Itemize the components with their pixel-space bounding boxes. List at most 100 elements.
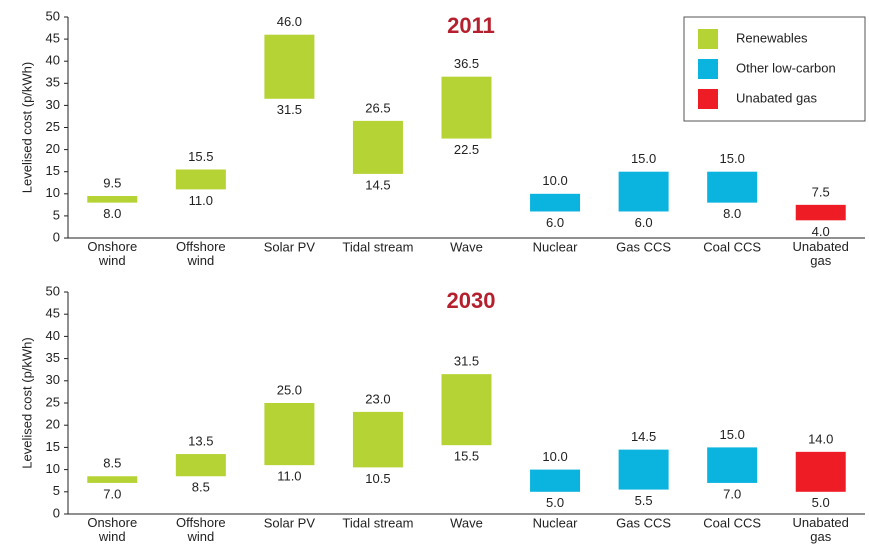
bar bbox=[175, 454, 226, 477]
legend-label: Other low-carbon bbox=[736, 60, 836, 75]
bar bbox=[707, 447, 758, 483]
low-label: 7.0 bbox=[103, 486, 121, 501]
high-label: 14.5 bbox=[631, 429, 656, 444]
y-tick-label: 5 bbox=[53, 207, 60, 222]
x-tick-label: Onshore wind bbox=[87, 515, 137, 544]
y-axis-label: Levelised cost (p/kWh) bbox=[19, 62, 34, 194]
y-tick-label: 0 bbox=[53, 229, 60, 244]
y-tick-label: 30 bbox=[46, 372, 60, 387]
y-tick-label: 20 bbox=[46, 417, 60, 432]
chart-title: 2011 bbox=[447, 13, 495, 38]
y-tick-label: 25 bbox=[46, 119, 60, 134]
y-tick-label: 35 bbox=[46, 350, 60, 365]
high-label: 9.5 bbox=[103, 175, 121, 190]
high-label: 23.0 bbox=[365, 391, 390, 406]
bar bbox=[175, 169, 226, 190]
high-label: 15.0 bbox=[631, 151, 656, 166]
bar bbox=[264, 403, 315, 466]
x-tick-label: Nuclear bbox=[533, 239, 578, 254]
y-tick-label: 40 bbox=[46, 53, 60, 68]
low-label: 22.5 bbox=[454, 142, 479, 157]
bar bbox=[352, 120, 403, 174]
x-tick-label: Offshore wind bbox=[176, 239, 226, 268]
high-label: 26.5 bbox=[365, 100, 390, 115]
legend-label: Renewables bbox=[736, 30, 808, 45]
high-label: 46.0 bbox=[277, 14, 302, 29]
x-tick-label: Wave bbox=[450, 239, 483, 254]
y-tick-label: 10 bbox=[46, 185, 60, 200]
low-label: 7.0 bbox=[723, 486, 741, 501]
high-label: 31.5 bbox=[454, 354, 479, 369]
low-label: 14.5 bbox=[365, 177, 390, 192]
x-tick-label: Coal CCS bbox=[703, 239, 761, 254]
x-tick-label: Coal CCS bbox=[703, 515, 761, 530]
x-tick-label: Gas CCS bbox=[616, 515, 671, 530]
bar bbox=[87, 476, 138, 483]
x-tick-label: Nuclear bbox=[533, 515, 578, 530]
chart-title: 2030 bbox=[447, 288, 496, 313]
y-tick-label: 35 bbox=[46, 75, 60, 90]
x-tick-label: Tidal stream bbox=[342, 515, 413, 530]
y-tick-label: 5 bbox=[53, 483, 60, 498]
low-label: 5.0 bbox=[812, 495, 830, 510]
x-tick-label: Offshore wind bbox=[176, 515, 226, 544]
low-label: 5.0 bbox=[546, 495, 564, 510]
y-tick-label: 15 bbox=[46, 439, 60, 454]
bar bbox=[795, 451, 846, 492]
high-label: 10.0 bbox=[542, 173, 567, 188]
legend-swatch bbox=[698, 89, 718, 109]
bar bbox=[87, 196, 138, 203]
x-tick-label: Gas CCS bbox=[616, 239, 671, 254]
low-label: 11.0 bbox=[189, 193, 213, 208]
x-tick-label: Onshore wind bbox=[87, 239, 137, 268]
bar bbox=[707, 171, 758, 203]
y-tick-label: 10 bbox=[46, 461, 60, 476]
low-label: 11.0 bbox=[277, 469, 301, 484]
high-label: 13.5 bbox=[188, 433, 213, 448]
y-tick-label: 45 bbox=[46, 306, 60, 321]
x-tick-label: Tidal stream bbox=[342, 239, 413, 254]
low-label: 31.5 bbox=[277, 102, 302, 117]
x-tick-label: Unabated gas bbox=[793, 239, 849, 268]
bar bbox=[530, 193, 581, 212]
y-tick-label: 45 bbox=[46, 31, 60, 46]
low-label: 10.5 bbox=[365, 471, 390, 486]
legend-swatch bbox=[698, 59, 718, 79]
high-label: 36.5 bbox=[454, 56, 479, 71]
y-tick-label: 40 bbox=[46, 328, 60, 343]
low-label: 6.0 bbox=[635, 215, 653, 230]
high-label: 15.5 bbox=[188, 149, 213, 164]
y-tick-label: 30 bbox=[46, 97, 60, 112]
y-tick-label: 50 bbox=[46, 283, 60, 298]
low-label: 15.5 bbox=[454, 449, 479, 464]
bar bbox=[264, 34, 315, 99]
x-tick-label: Solar PV bbox=[264, 515, 316, 530]
low-label: 8.5 bbox=[192, 480, 210, 495]
low-label: 6.0 bbox=[546, 215, 564, 230]
low-label: 8.0 bbox=[103, 206, 121, 221]
high-label: 10.0 bbox=[542, 449, 567, 464]
high-label: 7.5 bbox=[812, 184, 830, 199]
legend-swatch bbox=[698, 29, 718, 49]
high-label: 15.0 bbox=[720, 151, 745, 166]
bar bbox=[795, 204, 846, 221]
bar bbox=[618, 171, 669, 212]
bar bbox=[441, 374, 492, 446]
bar bbox=[352, 411, 403, 468]
y-tick-label: 50 bbox=[46, 8, 60, 23]
low-label: 8.0 bbox=[723, 206, 741, 221]
x-tick-label: Unabated gas bbox=[793, 515, 849, 544]
high-label: 14.0 bbox=[808, 431, 833, 446]
low-label: 5.5 bbox=[635, 493, 653, 508]
x-tick-label: Solar PV bbox=[264, 239, 316, 254]
high-label: 15.0 bbox=[720, 427, 745, 442]
y-tick-label: 0 bbox=[53, 505, 60, 520]
bar bbox=[618, 449, 669, 490]
high-label: 25.0 bbox=[277, 382, 302, 397]
low-label: 4.0 bbox=[812, 224, 830, 239]
bar bbox=[530, 469, 581, 492]
x-tick-label: Wave bbox=[450, 515, 483, 530]
y-tick-label: 25 bbox=[46, 394, 60, 409]
y-tick-label: 15 bbox=[46, 163, 60, 178]
